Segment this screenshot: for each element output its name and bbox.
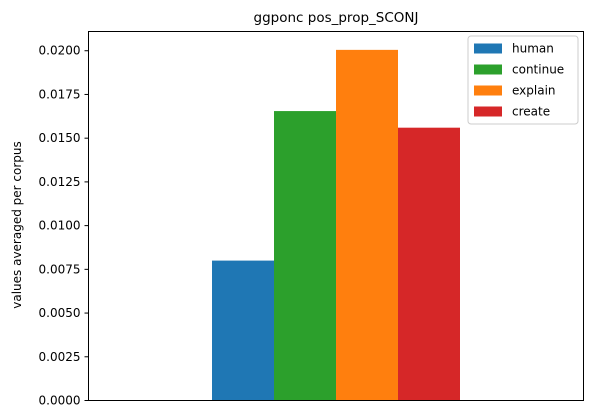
bar-human: [212, 260, 274, 401]
y-tick-label: 0.0200: [39, 44, 81, 58]
y-tick-label: 0.0175: [39, 87, 81, 101]
bar-explain: [336, 49, 398, 401]
chart-title: ggponc pos_prop_SCONJ: [254, 10, 419, 26]
legend-label-explain: explain: [512, 84, 556, 98]
y-tick-label: 0.0025: [39, 350, 81, 364]
y-tick-label: 0.0050: [39, 306, 81, 320]
bar-create: [398, 127, 460, 401]
legend-box: [467, 35, 579, 125]
y-axis-label: values averaged per corpus: [10, 141, 24, 309]
y-axis-ticks: 0.0000 0.0025 0.0050 0.0075 0.0100 0.0125 0.01…: [39, 44, 89, 408]
y-tick-label: 0.0150: [39, 131, 81, 145]
legend-swatch-create: [474, 106, 502, 117]
legend-label-create: create: [512, 105, 550, 119]
y-tick-label: 0.0000: [39, 394, 81, 408]
plot-frame: [88, 31, 584, 401]
y-tick-label: 0.0100: [39, 219, 81, 233]
legend-swatch-human: [474, 43, 502, 54]
bar-continue: [274, 111, 336, 401]
legend-label-continue: continue: [512, 63, 564, 77]
legend-swatch-explain: [474, 85, 502, 96]
legend-swatch-continue: [474, 64, 502, 75]
y-tick-label: 0.0075: [39, 262, 81, 276]
legend: human continue explain create: [467, 35, 579, 125]
bars-layer: [212, 49, 460, 401]
y-tick-label: 0.0125: [39, 175, 81, 189]
legend-label-human: human: [512, 42, 554, 56]
